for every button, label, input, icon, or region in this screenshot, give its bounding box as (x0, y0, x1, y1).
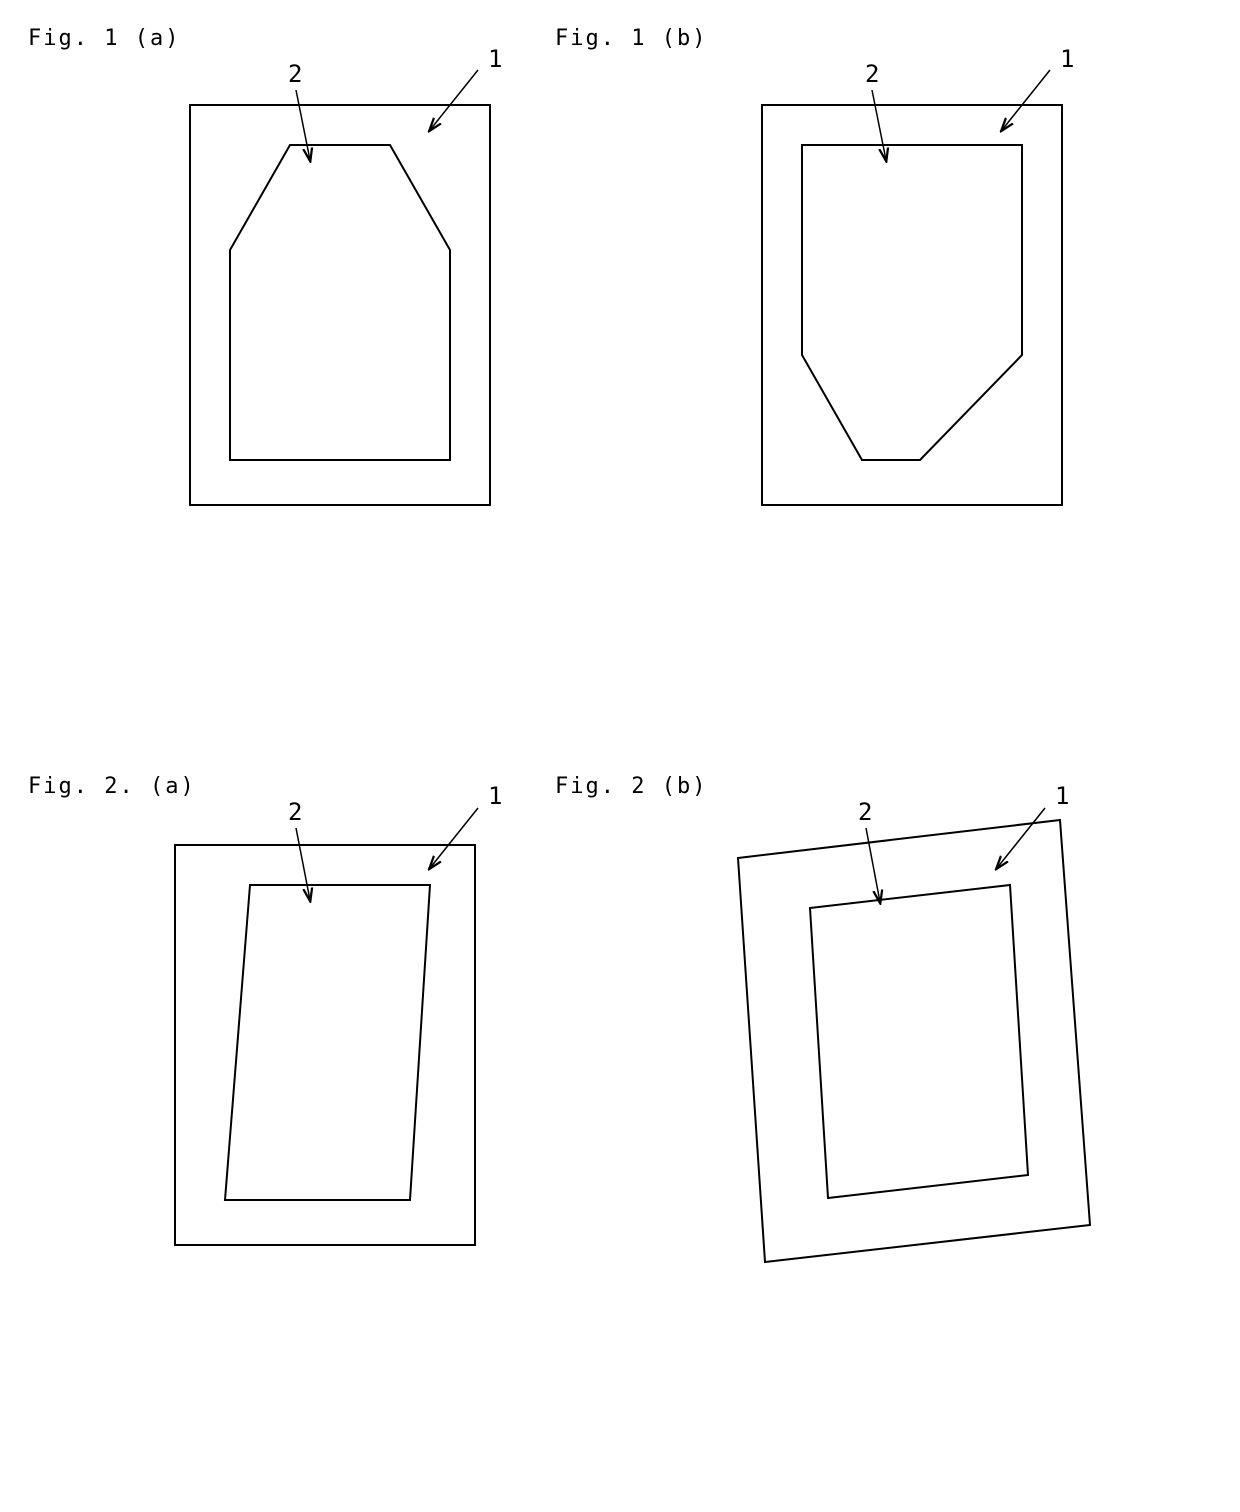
fig2b-arrow-2 (866, 828, 880, 902)
fig1b-arrow-2 (872, 90, 886, 160)
diagram-svg (0, 0, 1240, 1512)
fig2a-arrow-2 (296, 828, 310, 900)
fig2a-inner-shape (225, 885, 430, 1200)
fig2b-outer-rect (738, 820, 1090, 1262)
fig1a-arrow-1 (430, 70, 478, 130)
fig2b-arrow-1 (997, 808, 1045, 868)
fig1a-arrow-2 (296, 90, 310, 160)
fig2a-outer-rect (175, 845, 475, 1245)
fig1a-outer-rect (190, 105, 490, 505)
fig2b-inner-rect (810, 885, 1028, 1198)
fig2a-arrow-1 (430, 808, 478, 868)
fig1b-outer-rect (762, 105, 1062, 505)
fig1b-arrow-1 (1002, 70, 1050, 130)
fig1b-inner-shape (802, 145, 1022, 460)
fig1a-inner-shape (230, 145, 450, 460)
